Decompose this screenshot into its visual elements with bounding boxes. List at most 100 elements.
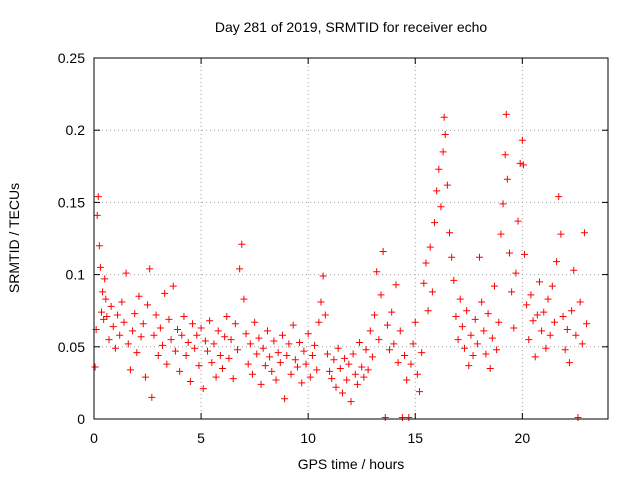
data-point bbox=[182, 351, 190, 359]
data-point bbox=[328, 375, 336, 383]
data-point bbox=[555, 193, 563, 201]
data-point bbox=[426, 243, 434, 251]
data-point bbox=[368, 353, 376, 361]
data-point bbox=[221, 333, 229, 341]
x-tick-label: 10 bbox=[300, 430, 316, 446]
data-point bbox=[390, 340, 398, 348]
data-point bbox=[383, 321, 391, 329]
data-point bbox=[520, 250, 528, 258]
data-point bbox=[257, 380, 265, 388]
data-point bbox=[287, 370, 295, 378]
data-point bbox=[448, 253, 456, 261]
data-point bbox=[401, 351, 409, 359]
data-point bbox=[538, 327, 546, 335]
y-tick-label: 0.05 bbox=[58, 339, 85, 355]
data-point bbox=[565, 359, 573, 367]
data-point bbox=[450, 276, 458, 284]
data-point bbox=[101, 275, 109, 283]
data-point bbox=[141, 373, 149, 381]
data-point bbox=[424, 307, 432, 315]
data-point bbox=[334, 344, 342, 352]
plot-frame bbox=[93, 57, 609, 420]
data-point bbox=[319, 272, 327, 280]
data-point bbox=[559, 312, 567, 320]
data-point bbox=[484, 310, 492, 318]
data-point bbox=[388, 308, 396, 316]
y-tick-label: 0.15 bbox=[58, 194, 85, 210]
data-point bbox=[486, 364, 494, 372]
data-point bbox=[330, 356, 338, 364]
data-point bbox=[122, 269, 130, 277]
data-point bbox=[516, 159, 524, 167]
data-point bbox=[360, 373, 368, 381]
data-point bbox=[178, 331, 186, 339]
data-point bbox=[95, 242, 103, 250]
y-tick-label: 0.1 bbox=[66, 267, 86, 283]
data-point bbox=[306, 373, 314, 381]
data-point bbox=[351, 370, 359, 378]
data-point bbox=[208, 359, 216, 367]
data-point bbox=[583, 320, 591, 328]
data-point bbox=[93, 211, 101, 219]
data-point bbox=[223, 312, 231, 320]
data-point bbox=[386, 346, 394, 354]
data-point bbox=[131, 310, 139, 318]
data-point bbox=[366, 327, 374, 335]
data-point bbox=[454, 336, 462, 344]
data-point bbox=[326, 367, 334, 375]
data-point bbox=[129, 327, 137, 335]
data-point bbox=[465, 362, 473, 370]
data-point bbox=[540, 308, 548, 316]
data-point bbox=[313, 366, 321, 374]
data-point bbox=[219, 364, 226, 372]
data-point bbox=[553, 258, 561, 266]
data-point bbox=[356, 338, 364, 346]
data-point bbox=[91, 363, 99, 371]
data-point bbox=[253, 350, 261, 358]
data-point bbox=[431, 219, 439, 227]
data-point bbox=[441, 131, 449, 139]
data-point bbox=[195, 362, 203, 370]
data-point bbox=[394, 359, 402, 367]
data-point bbox=[289, 321, 297, 329]
data-point bbox=[105, 336, 113, 344]
data-point bbox=[349, 350, 357, 358]
data-point bbox=[216, 351, 224, 359]
data-point bbox=[231, 320, 239, 328]
data-point bbox=[227, 336, 235, 344]
data-point bbox=[229, 375, 237, 383]
data-point bbox=[347, 398, 355, 406]
data-point bbox=[375, 336, 383, 344]
data-point bbox=[146, 265, 154, 273]
data-point bbox=[508, 288, 516, 296]
data-point bbox=[268, 367, 276, 375]
data-point bbox=[135, 292, 143, 300]
data-point bbox=[180, 312, 188, 320]
data-point bbox=[94, 193, 102, 201]
y-tick-label: 0 bbox=[77, 411, 85, 427]
data-point bbox=[525, 336, 533, 344]
data-point bbox=[103, 312, 111, 320]
data-point bbox=[311, 341, 319, 349]
data-point bbox=[480, 327, 488, 335]
y-tick-label: 0.25 bbox=[58, 50, 85, 66]
data-point bbox=[373, 268, 381, 276]
data-point bbox=[204, 347, 212, 355]
data-point bbox=[495, 318, 503, 326]
data-point bbox=[518, 136, 526, 144]
data-point bbox=[116, 331, 124, 339]
data-point bbox=[502, 110, 510, 118]
data-point bbox=[148, 393, 156, 401]
data-point bbox=[285, 340, 293, 348]
data-point bbox=[544, 295, 552, 303]
data-points bbox=[91, 110, 591, 422]
data-point bbox=[199, 385, 207, 393]
data-point bbox=[456, 295, 464, 303]
data-point bbox=[533, 311, 541, 319]
data-point bbox=[561, 346, 569, 354]
data-point bbox=[323, 350, 331, 358]
data-point bbox=[225, 354, 233, 362]
data-point bbox=[100, 315, 108, 323]
data-point bbox=[469, 351, 477, 359]
x-tick-label: 5 bbox=[197, 430, 205, 446]
